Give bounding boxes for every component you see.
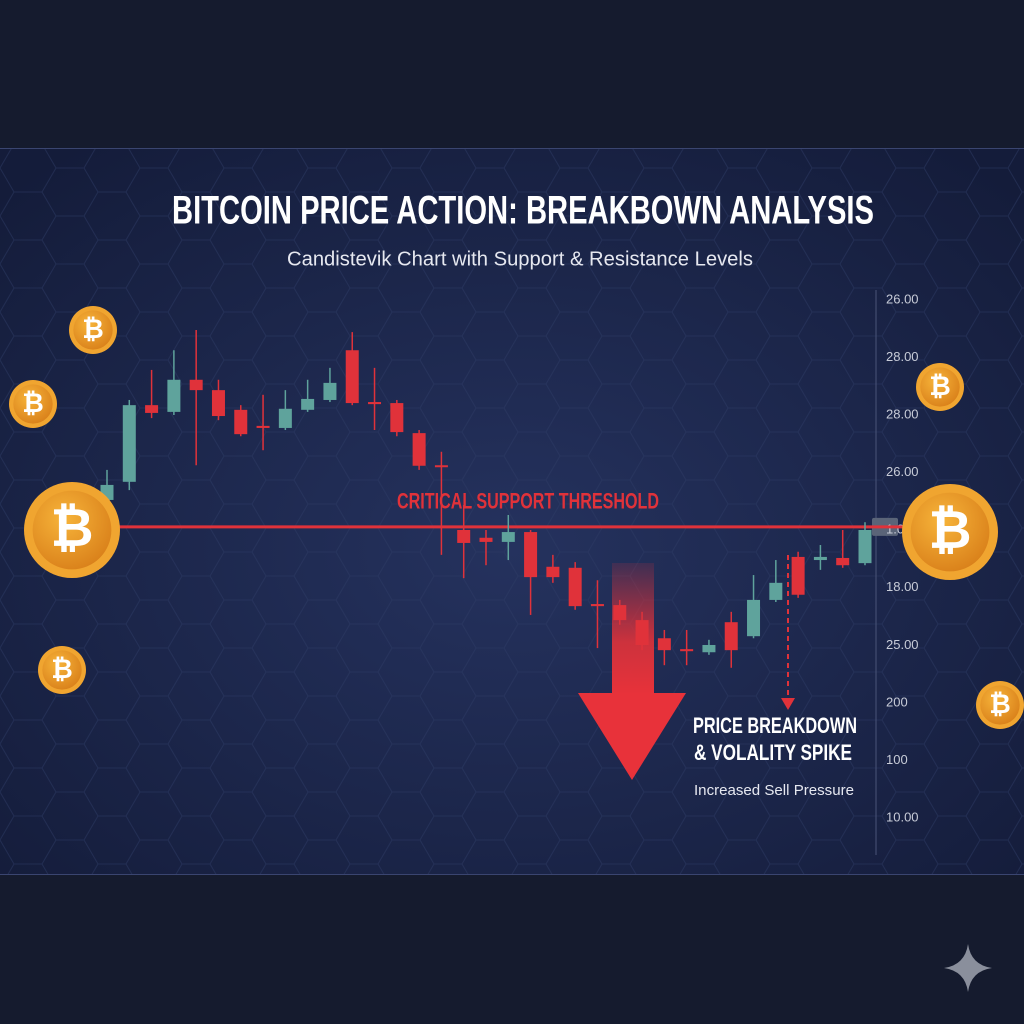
hex-pattern xyxy=(0,148,1024,875)
candle-body xyxy=(501,532,515,542)
coin-face xyxy=(73,310,113,350)
candle-body xyxy=(122,405,136,482)
chart-title: BITCOIN PRICE ACTION: BREAKBOWN ANALYSIS xyxy=(172,189,874,233)
candle-body xyxy=(747,599,761,637)
y-axis-label: 25.00 xyxy=(886,637,919,652)
coin-symbol: ₿ xyxy=(989,689,1011,719)
candle-body xyxy=(836,557,850,566)
candle-body xyxy=(167,379,181,412)
candle-body xyxy=(702,644,716,653)
coin-symbol: ₿ xyxy=(50,499,93,558)
coin-face xyxy=(910,492,990,572)
breakdown-arrow-head xyxy=(578,693,686,780)
coin-face xyxy=(920,367,960,407)
y-axis-label: 10.00 xyxy=(886,809,919,824)
candle-body xyxy=(791,556,805,595)
candle-body xyxy=(234,409,248,435)
candle-body xyxy=(189,379,203,391)
candle-body xyxy=(323,382,337,400)
coin-face xyxy=(13,384,53,424)
candle-body xyxy=(546,566,560,578)
annotation-title: & VOLALITY SPIKE xyxy=(694,740,852,765)
y-axis-label: 28.00 xyxy=(886,349,919,364)
chart-subtitle: Candistevik Chart with Support & Resista… xyxy=(287,248,753,270)
candle-body xyxy=(457,529,471,543)
candle-body xyxy=(434,465,448,468)
coin-symbol: ₿ xyxy=(928,501,971,560)
coin-face xyxy=(32,490,112,570)
candle-body xyxy=(568,567,582,607)
support-label: CRITICAL SUPPORT THRESHOLD xyxy=(397,489,659,514)
candle-body xyxy=(680,649,694,652)
candle-body xyxy=(858,529,872,564)
candle-body xyxy=(657,638,671,651)
coin-face xyxy=(980,685,1020,725)
annotation-title: PRICE BREAKDOWN xyxy=(693,713,857,738)
coin-symbol: ₿ xyxy=(51,654,73,684)
candle-body xyxy=(724,622,738,651)
candle-body xyxy=(590,604,604,607)
candle-body xyxy=(412,433,426,466)
candle-body xyxy=(211,390,225,417)
y-axis-label: 26.00 xyxy=(886,291,919,306)
y-axis-label: 28.00 xyxy=(886,407,919,422)
candle-body xyxy=(479,537,493,542)
y-axis-label: 100 xyxy=(886,752,908,767)
y-axis-label: 18.00 xyxy=(886,579,919,594)
annotation-subtitle: Increased Sell Pressure xyxy=(694,782,854,799)
breakdown-arrow-shaft xyxy=(612,563,654,695)
candle-body xyxy=(524,532,538,578)
sparkle-icon xyxy=(944,944,992,992)
dashed-pointer-head xyxy=(781,698,795,710)
coin-symbol: ₿ xyxy=(22,388,44,418)
y-axis-label: 1.0 xyxy=(886,522,904,537)
candle-body xyxy=(145,405,159,413)
coin-symbol: ₿ xyxy=(82,314,104,344)
coin-face xyxy=(42,650,82,690)
y-axis-label: 200 xyxy=(886,694,908,709)
candle-body xyxy=(301,398,315,410)
candle-body xyxy=(278,408,292,428)
candle-body xyxy=(769,582,783,600)
y-axis-label: 26.00 xyxy=(886,464,919,479)
candle-body xyxy=(390,403,404,433)
coin-symbol: ₿ xyxy=(929,371,951,401)
candle-body xyxy=(256,425,270,428)
candle-body xyxy=(345,350,359,404)
candle-body xyxy=(813,556,827,561)
candle-body xyxy=(368,402,382,405)
